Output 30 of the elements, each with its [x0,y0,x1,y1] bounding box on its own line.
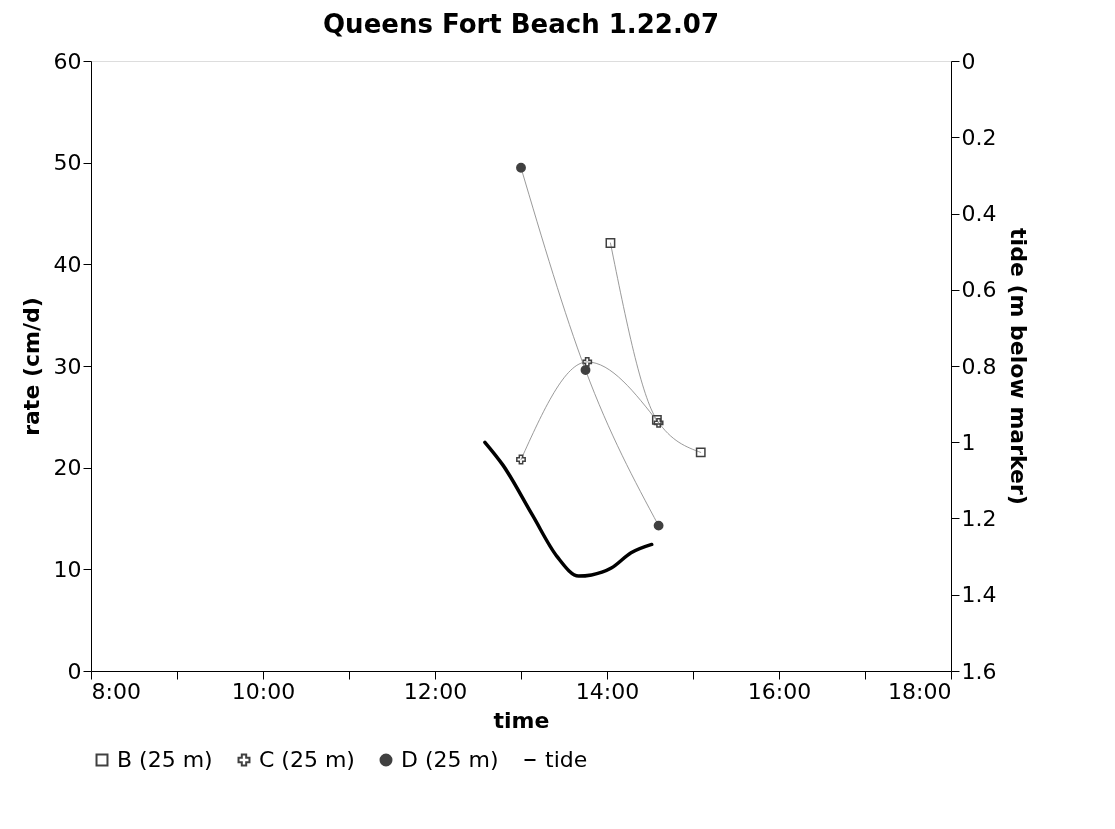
y2-tick-label: 1.6 [961,658,997,684]
legend-label: tide [545,747,588,772]
chart-title: Queens Fort Beach 1.22.07 [323,9,719,39]
x-tick-label: 18:00 [888,678,952,704]
legend-label: B (25 m) [117,747,213,772]
x-tick-label: 14:00 [575,678,640,704]
y-tick-label: 60 [53,48,82,74]
y2-tick-label: 0.8 [961,353,997,379]
y2-tick-label: 1 [961,429,976,455]
x-tick-label: 12:00 [403,678,468,704]
y2-axis-title: tide (m below marker) [1006,228,1032,505]
y-tick-label: 50 [53,150,82,176]
y-tick-label: 20 [53,455,82,481]
y2-tick-label: 0.6 [961,277,997,303]
y-tick-label: 30 [53,353,82,379]
x-axis-title: time [493,707,550,733]
y-tick-label: 0 [67,658,82,684]
y2-tick-label: 1.4 [961,582,997,608]
x-tick-label: 8:00 [91,678,141,704]
legend-label: C (25 m) [259,747,355,772]
y2-tick-label: 1.2 [961,506,997,531]
y-tick-label: 10 [53,556,82,582]
y2-tick-label: 0 [961,48,976,74]
y-axis-title: rate (cm/d) [18,297,44,436]
x-tick-label: 10:00 [231,678,296,704]
legend-label: D (25 m) [401,747,499,772]
y2-tick-label: 0.2 [961,124,997,150]
y2-tick-label: 0.4 [961,201,997,226]
x-tick-label: 16:00 [747,678,812,704]
y-tick-label: 40 [53,251,82,277]
